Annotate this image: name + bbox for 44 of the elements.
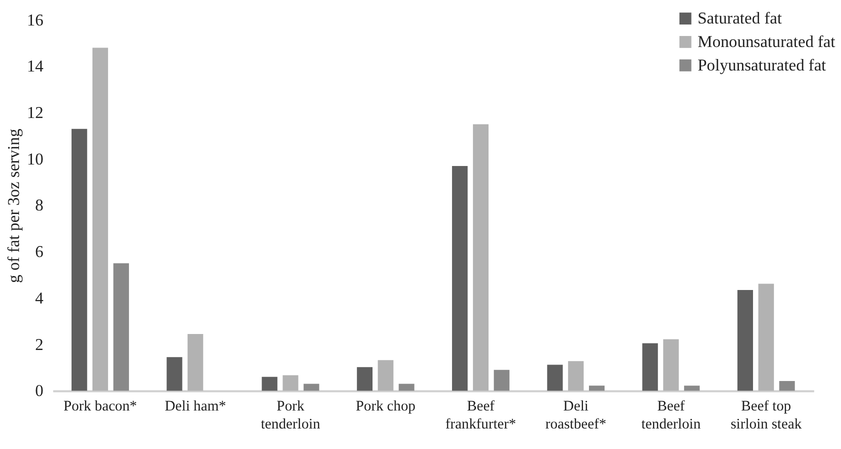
x-tick-label: Beef frankfurter* bbox=[445, 398, 516, 432]
bar bbox=[758, 284, 774, 391]
bar bbox=[588, 386, 605, 391]
legend-label: Saturated fat bbox=[698, 8, 782, 28]
x-tick-label: Pork bacon* bbox=[63, 398, 138, 415]
bar bbox=[113, 263, 129, 391]
y-tick-label: 2 bbox=[35, 334, 44, 354]
y-tick-label: 14 bbox=[26, 56, 44, 76]
bar bbox=[188, 334, 204, 391]
y-tick-label: 10 bbox=[26, 149, 44, 168]
bar bbox=[779, 381, 795, 391]
bar bbox=[472, 124, 489, 391]
bar bbox=[663, 339, 679, 391]
x-tick-label: Deli ham* bbox=[164, 398, 226, 415]
bar bbox=[166, 357, 182, 391]
y-tick-label: 16 bbox=[26, 10, 44, 30]
x-tick-label: Pork chop bbox=[356, 398, 416, 415]
bar bbox=[452, 166, 468, 391]
legend-label: Monounsaturated fat bbox=[698, 32, 836, 51]
bar bbox=[92, 48, 108, 391]
bar bbox=[547, 364, 563, 391]
x-tick-label: Deli roastbeef* bbox=[545, 398, 606, 432]
y-tick-label: 0 bbox=[35, 381, 44, 400]
legend-label: Polyunsaturated fat bbox=[698, 55, 826, 74]
x-tick-label: Pork tenderloin bbox=[260, 398, 321, 432]
bar bbox=[642, 343, 658, 391]
bar bbox=[378, 360, 394, 391]
bar bbox=[568, 361, 584, 391]
bar bbox=[72, 128, 88, 391]
bar bbox=[262, 376, 278, 391]
y-tick-label: 8 bbox=[35, 196, 44, 215]
bar bbox=[304, 384, 320, 391]
bar bbox=[684, 386, 700, 391]
bar bbox=[494, 370, 510, 391]
y-axis-title: g of fat per 3oz serving bbox=[4, 128, 24, 283]
x-tick-label: Beef top sirloin steak bbox=[730, 398, 802, 432]
x-tick-label: Beef tenderloin bbox=[641, 398, 702, 432]
bar bbox=[282, 375, 298, 391]
bar bbox=[398, 384, 414, 391]
y-tick-label: 6 bbox=[35, 242, 44, 262]
bar bbox=[737, 290, 754, 391]
y-tick-label: 4 bbox=[35, 288, 44, 308]
bar bbox=[356, 367, 373, 391]
y-tick-label: 12 bbox=[26, 103, 44, 122]
